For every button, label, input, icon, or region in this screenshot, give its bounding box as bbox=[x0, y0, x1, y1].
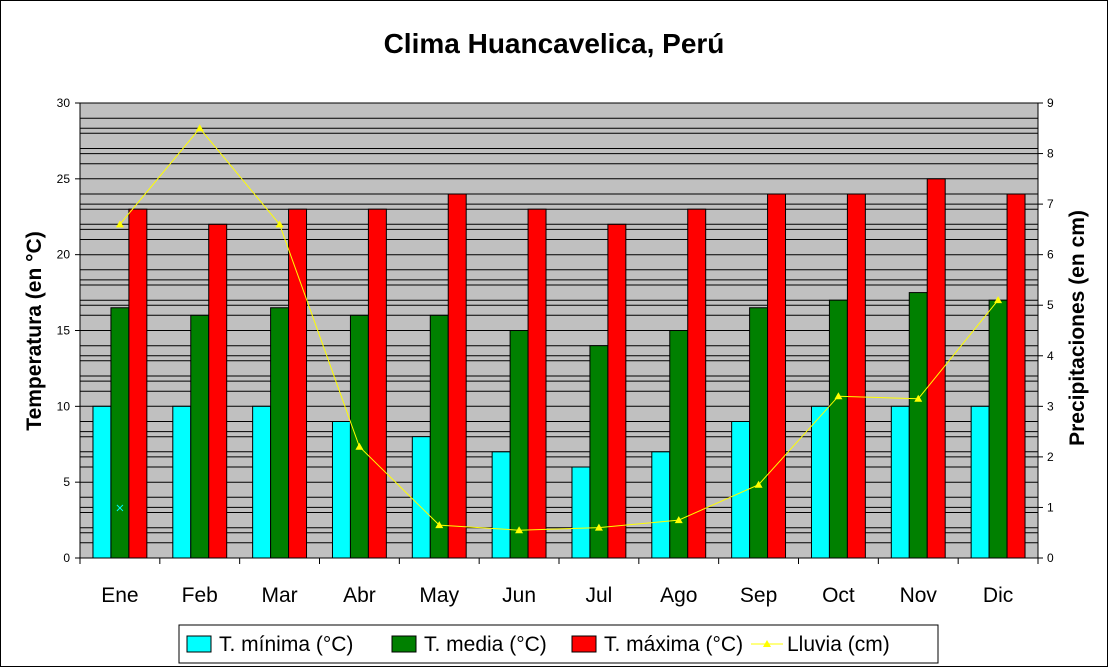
line-lluvia bbox=[119, 127, 999, 531]
legend-box bbox=[178, 624, 939, 664]
plot-area: 0 5 10 15 20 25 30 0 1 2 3 4 5 6 7 8 9 Ene Feb Mar Abr May Jun… bbox=[57, 96, 1054, 607]
bar-mnima-abr bbox=[331, 421, 351, 559]
bar-media-jun bbox=[509, 330, 529, 559]
x-tick-label-jun: Jun bbox=[502, 584, 536, 607]
point-lluvia-sep bbox=[754, 480, 763, 488]
legend-label-2: T. máxima (°C) bbox=[604, 633, 743, 656]
point-lluvia-dic bbox=[994, 296, 1003, 304]
bar-media-sep bbox=[749, 307, 769, 559]
legend-swatch-marker bbox=[763, 640, 771, 647]
legend-swatch-2 bbox=[571, 635, 597, 653]
x-tick-label-sep: Sep bbox=[740, 584, 777, 607]
bar-mnima-ene bbox=[92, 405, 112, 559]
legend-label-1: T. media (°C) bbox=[424, 633, 547, 656]
x-tick-label-mar: Mar bbox=[261, 584, 297, 607]
y2-tick-label: 8 bbox=[1047, 147, 1054, 161]
point-lluvia-abr bbox=[355, 442, 364, 450]
y2-tick-label: 0 bbox=[1047, 551, 1054, 565]
point-lluvia-ene bbox=[115, 220, 124, 228]
point-lluvia-ago bbox=[674, 516, 683, 524]
x-tick-label-ene: Ene bbox=[101, 584, 138, 607]
y-axis-title: Temperatura (en °C) bbox=[23, 231, 46, 430]
y-tick-label: 25 bbox=[57, 172, 71, 186]
bar-mxima-feb bbox=[208, 223, 228, 559]
y-tick-label: 10 bbox=[57, 399, 71, 413]
bar-mxima-ago bbox=[687, 208, 707, 559]
x-tick-label-jul: Jul bbox=[585, 584, 612, 607]
y2-tick-label: 6 bbox=[1047, 248, 1054, 262]
bar-media-ago bbox=[669, 330, 689, 559]
bar-mxima-may bbox=[447, 193, 467, 559]
bar-mxima-jun bbox=[527, 208, 547, 559]
x-tick-label-oct: Oct bbox=[822, 584, 855, 607]
y2-tick-label: 7 bbox=[1047, 197, 1054, 211]
point-lluvia-jun bbox=[515, 526, 524, 534]
y-tick-label: 30 bbox=[57, 96, 71, 110]
point-lluvia-feb bbox=[195, 124, 204, 132]
bar-media-oct bbox=[828, 299, 848, 559]
x-tick-label-abr: Abr bbox=[343, 584, 376, 607]
y2-tick-label: 3 bbox=[1047, 399, 1054, 413]
bar-mxima-oct bbox=[846, 193, 866, 559]
x-tick-label-ago: Ago bbox=[660, 584, 697, 607]
y2-tick-label: 4 bbox=[1047, 349, 1054, 363]
legend-swatch-0 bbox=[186, 635, 212, 653]
y2-axis-title: Precipitaciones (en cm) bbox=[1066, 210, 1089, 446]
legend-swatch-1 bbox=[391, 635, 417, 653]
bar-mnima-oct bbox=[810, 405, 830, 559]
y2-tick-label: 9 bbox=[1047, 96, 1054, 110]
y2-tick-label: 1 bbox=[1047, 500, 1054, 514]
bar-mnima-dic bbox=[970, 405, 990, 559]
y2-tick-label: 2 bbox=[1047, 450, 1054, 464]
bar-media-nov bbox=[908, 292, 928, 559]
chart-title: Clima Huancavelica, Perú bbox=[384, 28, 725, 59]
point-lluvia-oct bbox=[834, 392, 843, 400]
bar-media-dic bbox=[988, 299, 1008, 559]
legend: T. mínima (°C) T. media (°C) T. máxima (°C… bbox=[178, 624, 939, 664]
bar-mnima-feb bbox=[172, 405, 192, 559]
point-lluvia-may bbox=[435, 521, 444, 529]
x-tick-label-may: May bbox=[419, 584, 459, 607]
x-tick-label-feb: Feb bbox=[182, 584, 218, 607]
y-tick-label: 15 bbox=[57, 324, 71, 338]
point-lluvia-mar bbox=[275, 220, 284, 228]
bar-media-feb bbox=[190, 314, 210, 559]
bar-media-mar bbox=[270, 307, 290, 559]
bar-mnima-ago bbox=[651, 451, 671, 559]
bar-mxima-sep bbox=[767, 193, 787, 559]
bar-mnima-jun bbox=[491, 451, 511, 559]
legend-label-0: T. mínima (°C) bbox=[219, 633, 353, 656]
y-tick-label: 20 bbox=[57, 248, 71, 262]
bar-mnima-nov bbox=[890, 405, 910, 559]
bar-media-ene bbox=[110, 307, 130, 559]
point-lluvia-jul bbox=[594, 523, 603, 531]
stray-marker bbox=[116, 504, 124, 512]
x-tick-label-dic: Dic bbox=[983, 584, 1013, 607]
bar-mnima-jul bbox=[571, 466, 591, 559]
legend-label-3: Lluvia (cm) bbox=[787, 633, 890, 656]
point-lluvia-nov bbox=[914, 394, 923, 402]
y2-tick-label: 5 bbox=[1047, 298, 1054, 312]
bar-mxima-abr bbox=[367, 208, 387, 559]
bar-mxima-jul bbox=[607, 223, 627, 559]
bar-media-abr bbox=[349, 314, 369, 559]
y-tick-label: 5 bbox=[63, 475, 70, 489]
x-tick-label-nov: Nov bbox=[900, 584, 938, 607]
bar-mxima-ene bbox=[128, 208, 148, 559]
bar-mnima-may bbox=[411, 436, 431, 559]
bar-mxima-mar bbox=[288, 208, 308, 559]
bar-mxima-dic bbox=[1006, 193, 1026, 559]
y-tick-label: 0 bbox=[63, 551, 70, 565]
bar-mnima-mar bbox=[252, 405, 272, 559]
stray-marker-stroke bbox=[116, 504, 124, 512]
